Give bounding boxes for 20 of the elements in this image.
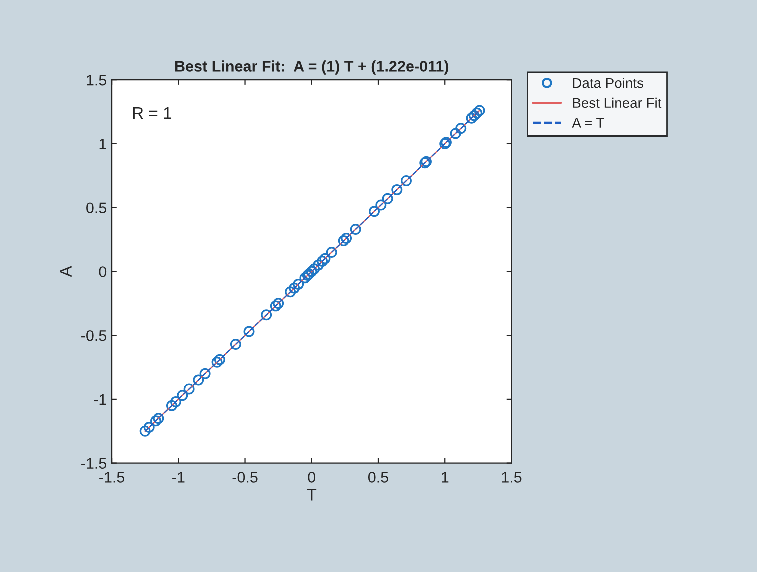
legend-label: A = T [572,118,604,128]
y-tick-label: 0.5 [86,202,107,214]
y-tick-label: -0.5 [82,330,107,342]
y-axis-title: A [60,266,72,278]
legend-label: Best Linear Fit [573,98,662,108]
chart-title: Best Linear Fit: A = (1) T + (1.22e-011) [176,60,449,75]
y-tick-label: -1 [94,394,106,405]
y-tick-label: 1.5 [87,75,107,86]
y-tick-label: -1.5 [82,458,107,470]
x-tick-label: -0.5 [232,472,258,483]
y-tick-label: 0 [99,266,107,278]
x-tick-label: -1 [172,472,185,483]
x-tick-label: 1.5 [502,472,522,483]
annotation: R = 1 [133,108,172,119]
x-tick-label: 1 [442,472,449,483]
x-axis-title: T [307,489,317,501]
legend-label: Data Points [573,78,644,88]
x-tick-label: 0 [308,472,316,483]
y-tick-label: 1 [100,138,106,150]
x-tick-label: 0.5 [368,472,388,483]
